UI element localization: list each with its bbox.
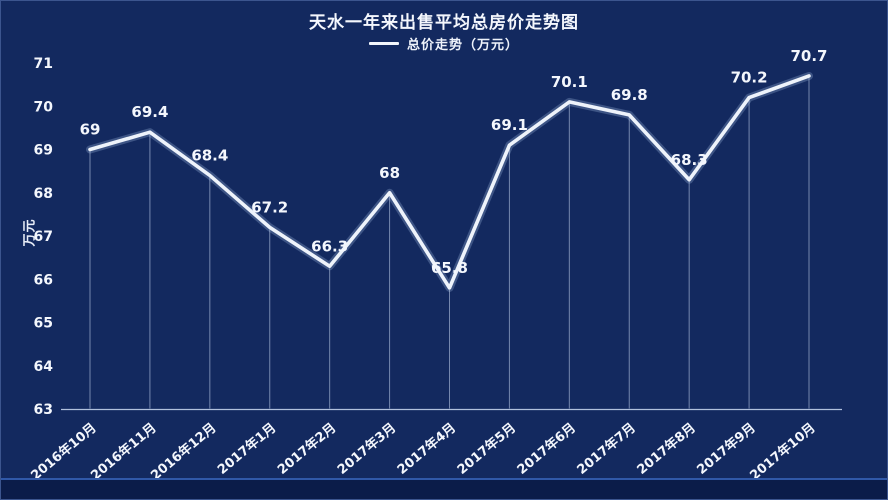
price-line [88,74,811,290]
data-point-label: 69.8 [611,86,648,104]
y-tick-label: 65 [34,316,53,332]
data-point-label: 65.8 [431,259,468,277]
legend-line-swatch [368,42,399,45]
legend-label: 总价走势（万元） [406,38,519,53]
x-tick-label: 2017年3月 [334,420,399,478]
x-tick-label: 2017年5月 [454,420,519,478]
y-tick-label: 64 [34,359,54,375]
data-point-label: 67.2 [251,198,288,216]
y-tick-label: 68 [34,186,53,202]
footer-strip [1,478,887,499]
legend: 总价走势（万元） [1,34,887,53]
data-point-label: 70.1 [551,73,588,91]
price-line-glow [86,71,813,292]
data-point-label: 69 [80,121,101,139]
y-tick-label: 67 [34,229,53,245]
x-tick-label: 2017年2月 [274,420,339,478]
data-point-label: 66.3 [311,237,348,255]
y-tick-label: 63 [34,402,53,418]
x-tick-label: 2017年9月 [694,420,759,478]
data-point-label: 68.4 [191,146,228,164]
chart-title: 天水一年来出售平均总房价走势图 [309,13,579,33]
y-tick-label: 66 [34,272,53,288]
y-tick-label: 70 [34,99,54,115]
y-tick-label: 69 [34,143,53,159]
data-point-label: 70.2 [731,69,768,87]
x-tick-label: 2017年6月 [514,420,579,478]
x-tick-label: 2016年12月 [148,420,220,484]
y-tick-label: 71 [34,56,53,72]
x-tick-label: 2017年7月 [574,420,639,478]
x-tick-label: 2017年10月 [747,420,819,484]
x-tick-label: 2017年1月 [214,420,279,478]
data-point-label: 69.4 [131,103,168,121]
x-tick-label: 2017年4月 [394,420,459,478]
x-tick-label: 2017年8月 [634,420,699,478]
data-point-label: 68.3 [671,151,708,169]
data-point-label: 68 [379,164,400,182]
data-point-label: 70.7 [790,47,827,65]
data-point-label: 69.1 [491,116,528,134]
